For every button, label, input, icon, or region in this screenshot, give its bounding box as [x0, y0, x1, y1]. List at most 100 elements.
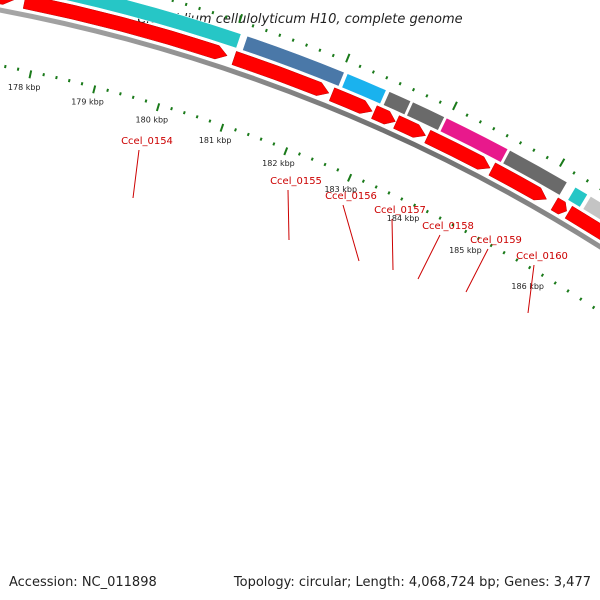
cog-feature-8 [502, 149, 568, 196]
outer-minor-tick [318, 48, 322, 53]
cds-arrow-2 [22, 0, 228, 60]
cds-arrow-10 [564, 205, 600, 240]
scale-minor-tick [182, 110, 186, 115]
scale-minor-tick [425, 209, 429, 214]
outer-minor-tick [385, 76, 389, 80]
scale-major-tick [219, 123, 225, 132]
outer-minor-tick [518, 141, 523, 145]
scale-major-tick [92, 85, 97, 94]
scale-minor-tick [4, 64, 7, 69]
genome-summary-text: Topology: circular; Length: 4,068,724 bp… [233, 575, 591, 590]
kbp-label: 183 kbp [324, 185, 357, 194]
scale-minor-tick [361, 179, 365, 183]
scale-major-tick [347, 173, 353, 182]
outer-minor-tick [264, 28, 268, 33]
scale-major-tick [155, 103, 161, 112]
scale-major-tick [28, 70, 33, 79]
scale-minor-tick [119, 92, 122, 96]
gene-leader-line [132, 149, 140, 199]
scale-minor-tick [502, 250, 506, 255]
scale-minor-tick [259, 137, 263, 141]
outer-minor-tick [331, 53, 335, 58]
scale-minor-tick [144, 99, 148, 103]
scale-minor-tick [272, 142, 276, 146]
gene-label-ccel-0155: Ccel_0155 [270, 176, 322, 187]
scale-minor-tick [400, 197, 404, 201]
backbone-arc [0, 7, 600, 250]
outer-minor-tick [438, 100, 442, 104]
scale-minor-tick [55, 75, 58, 80]
scale-minor-tick [234, 128, 237, 132]
outer-tick-track [171, 0, 600, 191]
scale-minor-tick [412, 203, 417, 208]
outer-minor-tick [585, 179, 590, 183]
kbp-label: 186 kbp [511, 282, 544, 291]
cds-arrow-7 [424, 129, 491, 170]
kbp-label: 181 kbp [199, 136, 232, 145]
outer-minor-tick [211, 10, 215, 15]
map-title: Clostridium cellulolyticum H10, complete… [137, 12, 462, 27]
gene-label-ccel-0157: Ccel_0157 [374, 205, 426, 216]
scale-minor-tick [374, 185, 378, 189]
kbp-label: 179 kbp [71, 98, 104, 107]
scale-minor-tick [489, 243, 493, 248]
scale-minor-tick [476, 236, 481, 241]
gene-leader-line [527, 264, 535, 314]
outer-minor-tick [478, 120, 482, 124]
scale-minor-tick [553, 281, 557, 285]
cds-arrow-1 [0, 0, 15, 5]
scale-minor-tick [566, 289, 570, 293]
scale-minor-tick [67, 78, 71, 83]
outer-minor-tick [224, 15, 228, 19]
cds-arrow-3 [231, 51, 330, 96]
outer-major-tick [345, 53, 351, 63]
scale-minor-tick [323, 162, 327, 167]
cog-feature-9 [567, 186, 589, 208]
outer-minor-tick [465, 113, 469, 117]
outer-minor-tick [425, 94, 429, 98]
scale-minor-tick [540, 273, 545, 277]
scale-minor-tick [528, 265, 532, 270]
scale-minor-tick [195, 115, 199, 119]
cog-feature-track [63, 0, 600, 220]
cog-feature-4 [341, 73, 387, 105]
cds-arrow-4 [328, 87, 373, 114]
cog-feature-7 [439, 117, 509, 163]
kbp-label: 182 kbp [262, 159, 295, 168]
accession-text: Accession: NC_011898 [9, 575, 157, 590]
gene-label-ccel-0159: Ccel_0159 [470, 235, 522, 246]
cog-feature-3 [242, 35, 345, 87]
outer-minor-tick [371, 70, 375, 74]
scale-minor-tick [464, 229, 468, 234]
outer-major-tick [559, 158, 566, 167]
outer-major-tick [452, 101, 458, 111]
scale-minor-tick [208, 119, 212, 123]
gene-leader-line [287, 189, 290, 241]
cds-arrow-9 [550, 197, 567, 215]
backbone-ring [0, 7, 600, 250]
outer-minor-tick [411, 87, 416, 92]
gene-label-ccel-0158: Ccel_0158 [422, 221, 474, 232]
gene-label-ccel-0160: Ccel_0160 [516, 251, 568, 262]
scale-minor-tick [16, 67, 20, 71]
scale-minor-tick [297, 152, 301, 156]
scale-minor-tick [42, 73, 45, 77]
scale-major-tick [283, 147, 289, 156]
outer-minor-tick [505, 133, 509, 138]
gene-leader-line [417, 234, 441, 280]
gene-leader-line [342, 204, 360, 262]
scale-minor-tick [579, 297, 583, 301]
scale-minor-tick [336, 168, 340, 172]
outer-minor-tick [198, 6, 201, 11]
scale-minor-tick [246, 132, 250, 137]
kbp-label: 185 kbp [449, 246, 482, 255]
cds-feature-track [0, 0, 600, 240]
cog-feature-5 [382, 91, 412, 116]
scale-minor-tick [170, 106, 173, 111]
scale-minor-tick [438, 216, 442, 220]
kbp-label: 184 kbp [387, 214, 420, 223]
outer-minor-tick [291, 38, 295, 42]
